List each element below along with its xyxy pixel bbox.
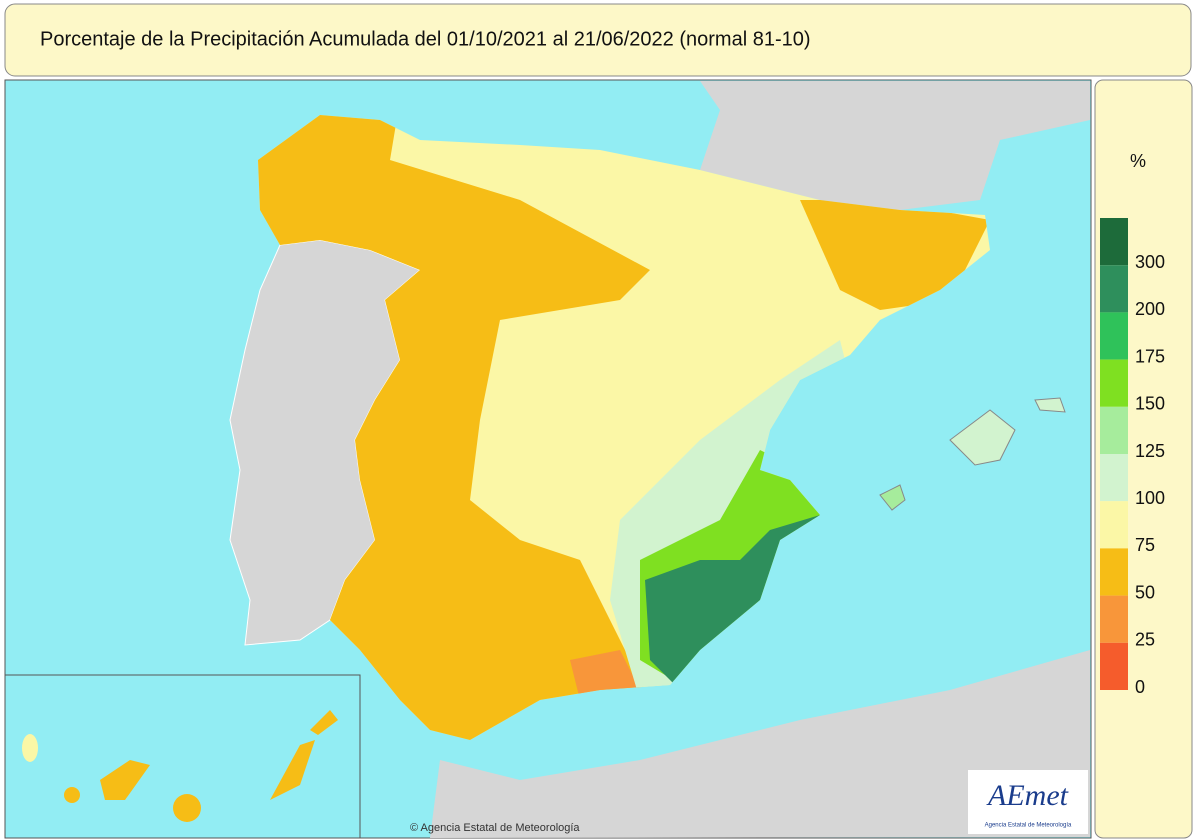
legend-tick-label: 50	[1135, 582, 1155, 602]
menorca	[1034, 397, 1066, 413]
legend-tick-label: 300	[1135, 252, 1165, 272]
gran-canaria	[173, 794, 201, 822]
logo-box	[968, 770, 1088, 834]
legend-tick-label: 0	[1135, 677, 1145, 697]
legend-swatch	[1100, 218, 1128, 266]
ibiza	[879, 484, 906, 511]
legend-unit: %	[1130, 151, 1146, 171]
legend-tick-label: 175	[1135, 346, 1165, 366]
legend-swatch	[1100, 406, 1128, 454]
mallorca	[949, 409, 1016, 466]
legend-swatch	[1100, 359, 1128, 407]
credit: © Agencia Estatal de Meteorología	[410, 822, 580, 834]
logo-subtitle: Agencia Estatal de Meteorología	[985, 823, 1072, 829]
title-box	[4, 3, 1192, 77]
title: Porcentaje de la Precipitación Acumulada…	[40, 28, 811, 50]
legend-tick-label: 100	[1135, 488, 1165, 508]
region-25-50	[570, 650, 640, 700]
africa	[430, 650, 1090, 838]
legend-tick-label: 150	[1135, 394, 1165, 414]
legend-swatch	[1100, 454, 1128, 502]
legend-swatch	[1100, 642, 1128, 690]
legend-tick-label: 200	[1135, 299, 1165, 319]
logo: AEmet	[986, 779, 1069, 812]
tenerife	[100, 760, 150, 800]
region-50-75	[800, 200, 990, 310]
legend-swatch	[1100, 595, 1128, 643]
la-gomera	[64, 787, 80, 803]
la-palma	[22, 734, 38, 762]
legend-tick-label: 125	[1135, 441, 1165, 461]
fuerteventura	[270, 740, 315, 800]
france	[700, 81, 1090, 210]
lanzarote	[310, 710, 338, 735]
legend-tick-label: 75	[1135, 535, 1155, 555]
legend-swatch	[1100, 548, 1128, 596]
legend-swatch	[1100, 501, 1128, 549]
legend-swatch	[1100, 265, 1128, 313]
legend-tick-label: 25	[1135, 630, 1155, 650]
legend-swatch	[1100, 312, 1128, 360]
